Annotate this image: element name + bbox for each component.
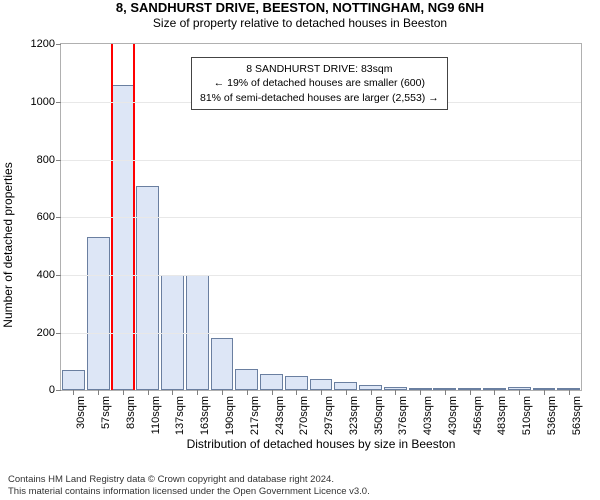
- bar: [211, 338, 234, 390]
- x-axis-label: Distribution of detached houses by size …: [60, 437, 582, 451]
- ytick-label: 0: [49, 384, 55, 396]
- xtick-mark: [494, 390, 495, 395]
- xtick-label: 30sqm: [75, 396, 87, 429]
- xtick-mark: [123, 390, 124, 395]
- xtick-label: 483sqm: [496, 396, 508, 435]
- ytick-mark: [56, 160, 61, 161]
- xtick-label: 456sqm: [472, 396, 484, 435]
- y-axis-label: Number of detached properties: [1, 163, 15, 328]
- callout-line-3: 81% of semi-detached houses are larger (…: [200, 91, 439, 105]
- xtick-mark: [470, 390, 471, 395]
- bar: [235, 369, 258, 391]
- xtick-label: 323sqm: [348, 396, 360, 435]
- bar: [310, 379, 333, 391]
- xtick-mark: [172, 390, 173, 395]
- bar: [87, 237, 110, 390]
- bar: [136, 186, 159, 391]
- ytick-label: 200: [37, 327, 55, 339]
- ytick-mark: [56, 102, 61, 103]
- gridline: [61, 275, 581, 276]
- bar: [285, 376, 308, 390]
- xtick-mark: [519, 390, 520, 395]
- xtick-mark: [420, 390, 421, 395]
- xtick-mark: [544, 390, 545, 395]
- bar: [260, 374, 283, 390]
- xtick-label: 403sqm: [422, 396, 434, 435]
- plot-outer: 8 SANDHURST DRIVE: 83sqm ← 19% of detach…: [60, 43, 582, 391]
- chart-title: 8, SANDHURST DRIVE, BEESTON, NOTTINGHAM,…: [0, 0, 600, 16]
- xtick-mark: [321, 390, 322, 395]
- chart-subtitle: Size of property relative to detached ho…: [0, 16, 600, 31]
- xtick-label: 536sqm: [546, 396, 558, 435]
- xtick-mark: [148, 390, 149, 395]
- gridline: [61, 160, 581, 161]
- plot-area: 8 SANDHURST DRIVE: 83sqm ← 19% of detach…: [60, 43, 582, 391]
- ytick-label: 600: [37, 211, 55, 223]
- xtick-label: 430sqm: [447, 396, 459, 435]
- callout-box: 8 SANDHURST DRIVE: 83sqm ← 19% of detach…: [191, 57, 448, 110]
- xtick-label: 243sqm: [274, 396, 286, 435]
- ytick-mark: [56, 333, 61, 334]
- ytick-mark: [56, 275, 61, 276]
- xtick-label: 297sqm: [323, 396, 335, 435]
- xtick-label: 350sqm: [373, 396, 385, 435]
- xtick-mark: [346, 390, 347, 395]
- ytick-mark: [56, 44, 61, 45]
- xtick-label: 217sqm: [249, 396, 261, 435]
- xtick-mark: [445, 390, 446, 395]
- callout-line-1: 8 SANDHURST DRIVE: 83sqm: [200, 62, 439, 76]
- xtick-label: 137sqm: [174, 396, 186, 435]
- xtick-label: 163sqm: [199, 396, 211, 435]
- xtick-mark: [222, 390, 223, 395]
- gridline: [61, 333, 581, 334]
- xtick-label: 110sqm: [150, 396, 162, 434]
- xtick-mark: [197, 390, 198, 395]
- xtick-label: 57sqm: [100, 396, 112, 429]
- ytick-label: 1000: [31, 96, 55, 108]
- xtick-label: 563sqm: [571, 396, 583, 435]
- footer-line-2: This material contains information licen…: [8, 486, 592, 498]
- bar: [334, 382, 357, 390]
- chart-body: Number of detached properties 8 SANDHURS…: [0, 35, 600, 455]
- xtick-mark: [395, 390, 396, 395]
- ytick-label: 800: [37, 154, 55, 166]
- xtick-label: 510sqm: [521, 396, 533, 435]
- xtick-label: 376sqm: [397, 396, 409, 435]
- xtick-mark: [98, 390, 99, 395]
- xtick-mark: [371, 390, 372, 395]
- ytick-label: 400: [37, 269, 55, 281]
- xtick-label: 190sqm: [224, 396, 236, 435]
- footer-line-1: Contains HM Land Registry data © Crown c…: [8, 474, 592, 486]
- xtick-mark: [247, 390, 248, 395]
- ytick-mark: [56, 217, 61, 218]
- xtick-label: 270sqm: [298, 396, 310, 435]
- xtick-label: 83sqm: [125, 396, 137, 429]
- callout-line-2: ← 19% of detached houses are smaller (60…: [200, 76, 439, 90]
- chart-container: 8, SANDHURST DRIVE, BEESTON, NOTTINGHAM,…: [0, 0, 600, 500]
- xtick-mark: [272, 390, 273, 395]
- bar: [62, 370, 85, 390]
- gridline: [61, 217, 581, 218]
- ytick-label: 1200: [31, 38, 55, 50]
- xtick-mark: [296, 390, 297, 395]
- bar: [112, 85, 135, 391]
- footer-attribution: Contains HM Land Registry data © Crown c…: [0, 474, 600, 498]
- ytick-mark: [56, 390, 61, 391]
- xtick-mark: [73, 390, 74, 395]
- xtick-mark: [569, 390, 570, 395]
